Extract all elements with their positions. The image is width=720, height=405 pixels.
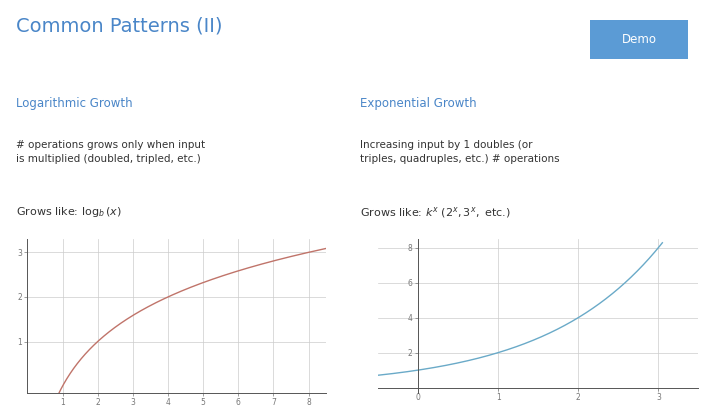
Text: Grows like: $k^x$ $(2^x, 3^x,$ etc.$)$: Grows like: $k^x$ $(2^x, 3^x,$ etc.$)$	[360, 205, 510, 220]
Text: Logarithmic Growth: Logarithmic Growth	[16, 97, 132, 110]
Text: Exponential Growth: Exponential Growth	[360, 97, 477, 110]
Text: Common Patterns (II): Common Patterns (II)	[16, 16, 222, 35]
FancyBboxPatch shape	[575, 17, 703, 63]
Text: Grows like: $\log_b(x)$: Grows like: $\log_b(x)$	[16, 205, 122, 219]
Text: Demo: Demo	[621, 33, 657, 46]
Text: # operations grows only when input
is multiplied (doubled, tripled, etc.): # operations grows only when input is mu…	[16, 140, 205, 164]
Text: Increasing input by 1 doubles (or
triples, quadruples, etc.) # operations: Increasing input by 1 doubles (or triple…	[360, 140, 559, 164]
